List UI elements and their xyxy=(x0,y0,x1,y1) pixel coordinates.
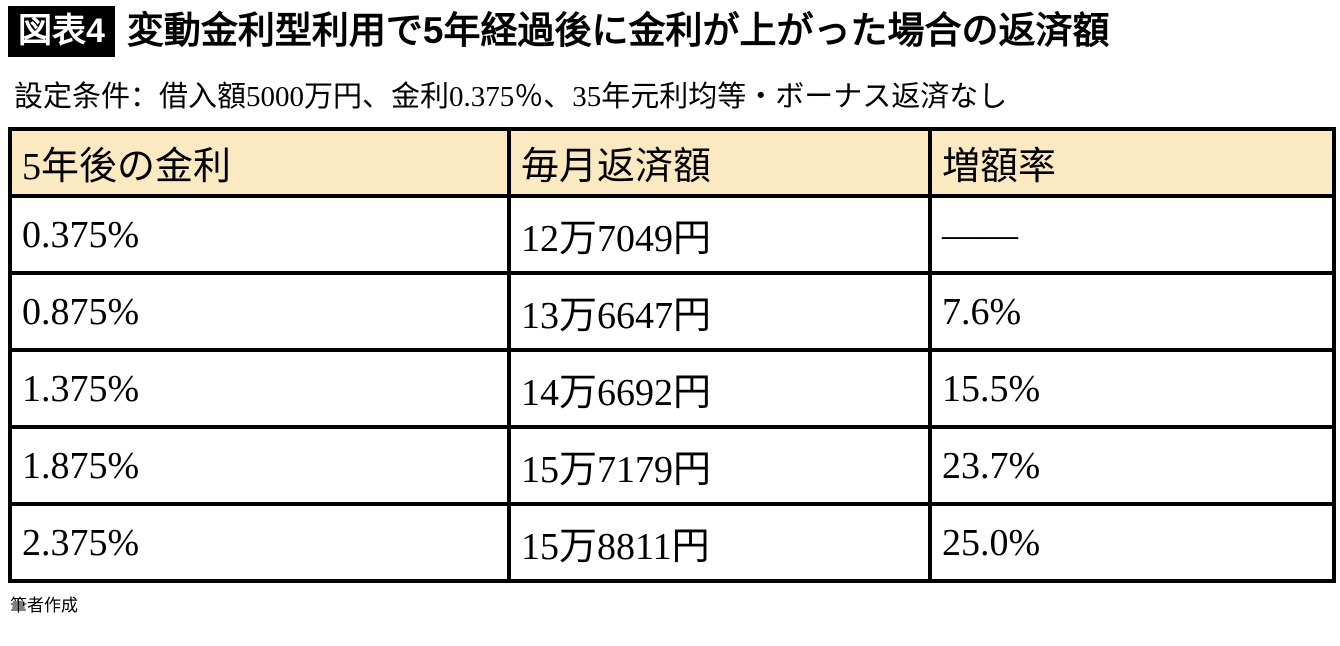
source-note: 筆者作成 xyxy=(10,596,78,615)
cell-rate: 0.375% xyxy=(8,194,511,275)
cell-increase-rate: 7.6% xyxy=(928,271,1336,352)
figure-header: 図表4 変動金利型利用で5年経過後に金利が上がった場合の返済額 xyxy=(8,6,1332,57)
cell-monthly-payment: 13万6647円 xyxy=(507,271,932,352)
table-header-row: 5年後の金利 毎月返済額 増額率 xyxy=(8,127,1336,198)
cell-rate: 0.875% xyxy=(8,271,511,352)
table-row: 0.875% 13万6647円 7.6% xyxy=(8,271,1336,352)
table-row: 2.375% 15万8811円 25.0% xyxy=(8,502,1336,583)
column-header-increase-rate: 増額率 xyxy=(928,127,1336,198)
column-header-monthly-payment: 毎月返済額 xyxy=(507,127,932,198)
figure-title: 変動金利型利用で5年経過後に金利が上がった場合の返済額 xyxy=(126,10,1110,52)
cell-rate: 1.875% xyxy=(8,425,511,506)
table-row: 1.375% 14万6692円 15.5% xyxy=(8,348,1336,429)
column-header-rate: 5年後の金利 xyxy=(8,127,511,198)
payment-table: 5年後の金利 毎月返済額 増額率 0.375% 12万7049円 ―― 0.87… xyxy=(8,127,1336,583)
cell-increase-rate: 25.0% xyxy=(928,502,1336,583)
cell-increase-rate: 23.7% xyxy=(928,425,1336,506)
cell-increase-rate: ―― xyxy=(928,194,1336,275)
figure-number-badge: 図表4 xyxy=(8,6,115,57)
conditions-note: 設定条件：借入額5000万円、金利0.375％、35年元利均等・ボーナス返済なし xyxy=(14,81,1008,113)
cell-monthly-payment: 15万8811円 xyxy=(507,502,932,583)
cell-monthly-payment: 14万6692円 xyxy=(507,348,932,429)
cell-rate: 2.375% xyxy=(8,502,511,583)
table-row: 1.875% 15万7179円 23.7% xyxy=(8,425,1336,506)
cell-monthly-payment: 15万7179円 xyxy=(507,425,932,506)
cell-increase-rate: 15.5% xyxy=(928,348,1336,429)
cell-rate: 1.375% xyxy=(8,348,511,429)
cell-monthly-payment: 12万7049円 xyxy=(507,194,932,275)
table-row: 0.375% 12万7049円 ―― xyxy=(8,194,1336,275)
